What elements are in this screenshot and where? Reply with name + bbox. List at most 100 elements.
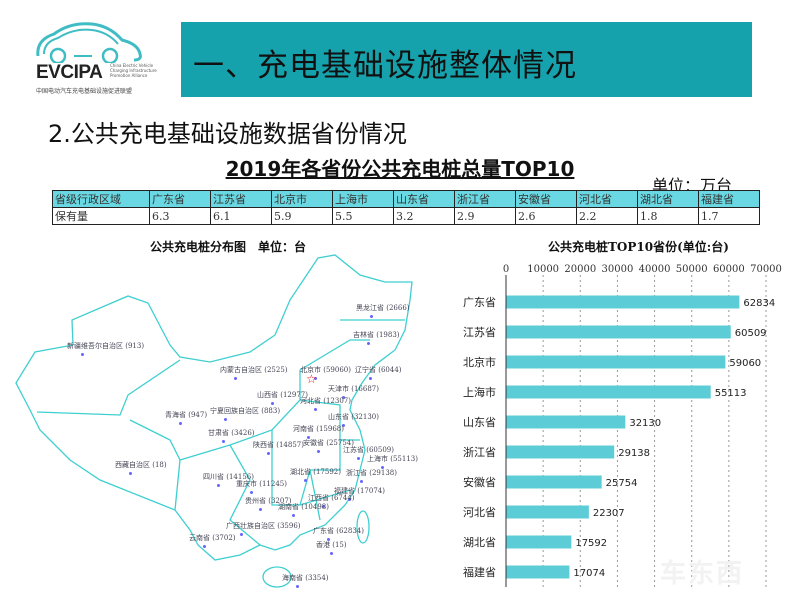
table-header-cell: 上海市 [332,190,394,208]
map-province-label: 湖北省 (17592) [290,468,341,476]
map-province-label: 内蒙古自治区 (2525) [220,366,288,374]
table-title: 2019年各省份公共充电桩总量TOP10 [0,153,800,182]
map-city-dot [217,484,220,487]
x-tick-label: 30000 [602,264,634,275]
map-province-label: 青海省 (947) [165,411,208,419]
table-header-cell: 福建省 [698,190,760,208]
y-category-label: 浙江省 [463,446,496,459]
china-border [15,254,413,561]
map-outline [15,254,413,588]
map-city-dot [314,408,317,411]
map-province-label: 贵州省 (3207) [245,497,292,505]
map-province-label: 浙江省 (29138) [346,469,397,477]
page-title: 一、充电基础设施整体情况 [193,48,577,84]
table-cell: 3.2 [393,207,455,225]
y-category-label: 河北省 [463,506,496,519]
table-header-cell: 河北省 [576,190,638,208]
bar [506,415,626,429]
capital-star-icon: ☆ [306,372,317,386]
bar-value-label: 29138 [618,448,650,459]
map-province-label: 上海市 (55113) [367,455,418,463]
map-province-label: 河北省 (12307) [300,397,351,405]
watermark-logo: 车东西 [660,559,745,589]
map-city-dot [370,315,373,318]
map-province-label: 河南省 (15968) [293,425,344,433]
bar [506,295,740,309]
map-province-label: 吉林省 (1983) [353,331,400,339]
y-category-label: 山东省 [463,416,496,429]
bar-value-label: 59060 [729,358,761,369]
map-city-dot [224,418,227,421]
map-city-dot [81,353,84,356]
taiwan-outline [356,510,370,544]
table-header-cell: 北京市 [271,190,333,208]
map-province-label: 江苏省 (60509) [343,446,394,454]
map-province-label: 重庆市 (11245) [236,480,287,488]
table-header-row: 省级行政区域 广东省 江苏省 北京市 上海市 山东省 浙江省 安徽省 河北省 湖北省 福建省 [52,190,760,208]
china-map: 黑龙江省 (2666) 吉林省 (1983) 辽宁省 (6044) 北京市 (5906… [0,250,440,600]
map-province-label: 北京市 (59060) [300,366,351,374]
map-province-label: 山东省 (32130) [328,413,379,421]
bar-value-label: 60509 [735,328,767,339]
bar [506,505,589,519]
map-city-dot [304,479,307,482]
map-province-label: 福建省 (17074) [334,487,385,495]
x-tick-label: 0 [503,264,509,275]
table-cell: 保有量 [52,207,150,225]
map-city-dot [342,424,345,427]
map-city-dot [357,457,360,460]
bar-value-label: 17592 [575,538,607,549]
hainan-outline [262,566,292,588]
map-city-dot [129,472,132,475]
table-cell: 6.3 [149,207,211,225]
map-city-dot [367,342,370,345]
map-province-label: 安徽省 (25754) [303,439,354,447]
map-city-dot [292,514,295,517]
chart-title: 公共充电桩TOP10省份(单位:台) [548,240,729,254]
map-province-label: 香港 (15) [316,541,347,549]
bar-value-label: 32130 [629,418,661,429]
header-banner: 一、充电基础设施整体情况 [181,22,752,97]
logo-cn-text: 中国电动汽车充电基础设施促进联盟 [36,88,133,95]
x-tick-label: 20000 [564,264,596,275]
bar-value-label: 25754 [606,478,638,489]
map-city-dot [317,450,320,453]
table-header-cell: 山东省 [393,190,455,208]
x-tick-label: 60000 [713,264,745,275]
map-title: 公共充电桩分布图 单位：台 [150,240,307,254]
table-header-cell: 湖北省 [637,190,699,208]
map-province-label: 陕西省 (14857) [253,441,304,449]
car-plug-icon [36,22,142,65]
province-borders [36,319,405,546]
map-city-dot [240,533,243,536]
table-cell: 5.9 [271,207,333,225]
map-city-dot [322,505,325,508]
map-city-dot [234,377,237,380]
map-province-label: 广东省 (62834) [313,527,364,535]
bar-value-label: 22307 [593,508,625,519]
table-cell: 1.8 [637,207,699,225]
table-cell: 2.2 [576,207,638,225]
map-city-dot [203,545,206,548]
map-city-dot [267,452,270,455]
map-city-dot [179,422,182,425]
x-tick-label: 10000 [527,264,559,275]
table-header-cell: 省级行政区域 [52,190,150,208]
y-category-label: 湖北省 [463,536,496,549]
table-cell: 2.9 [454,207,516,225]
map-province-label: 江西省 (6744) [308,494,355,502]
table-cell: 1.7 [698,207,760,225]
bar-value-label: 62834 [743,298,775,309]
y-category-label: 北京市 [463,355,496,369]
map-city-dot [381,466,384,469]
x-tick-label: 50000 [676,264,708,275]
province-table: 省级行政区域 广东省 江苏省 北京市 上海市 山东省 浙江省 安徽省 河北省 湖北省 福建省 保有量… [52,190,760,225]
map-city-dot [348,498,351,501]
map-city-dot [296,585,299,588]
section-subtitle: 2.公共充电基础设施数据省份情况 [48,120,407,148]
map-city-dot [271,402,274,405]
table-header-cell: 安徽省 [515,190,577,208]
y-category-label: 江苏省 [463,326,496,339]
map-province-label: 湖南省 (10498) [278,503,329,511]
map-city-dot [342,396,345,399]
